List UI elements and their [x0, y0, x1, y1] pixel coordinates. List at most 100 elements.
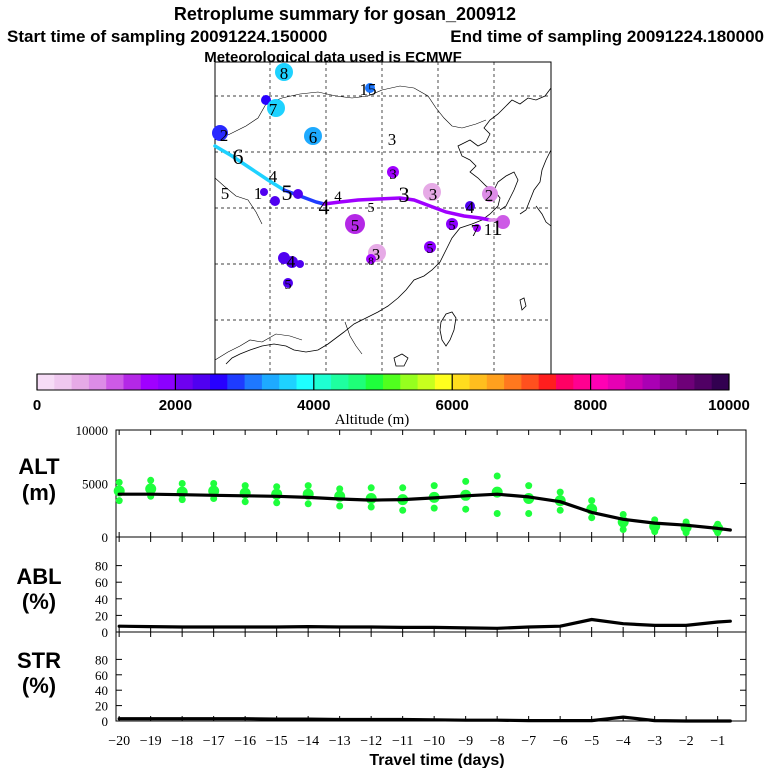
panel-yunit-abl: (%) [22, 589, 56, 614]
particle-dot [714, 520, 722, 528]
cluster-3-north: 3 [388, 130, 397, 149]
particle-dot [619, 511, 627, 518]
y-tick-label: 60 [95, 575, 108, 590]
svg-text:5: 5 [351, 216, 360, 235]
x-axis-tick-labels: −20 −19 −18 −17 −16 −15 −14 −13 −12 −11 −10 −9 −8 −7 −… [108, 734, 725, 749]
svg-text:2: 2 [485, 186, 494, 205]
x-tick-label: −16 [234, 734, 256, 749]
colorbar-cell [244, 374, 263, 390]
x-tick-label: −2 [679, 734, 694, 749]
y-tick-label: 40 [95, 592, 108, 607]
particle-dot [273, 483, 281, 491]
particle-dot [430, 482, 438, 490]
x-tick-label: −3 [647, 734, 662, 749]
start-time-label: Start time of sampling 20091224.150000 [7, 27, 327, 46]
cluster-5-mid: 5 [270, 180, 303, 206]
cluster-7-east: 7 [471, 221, 481, 240]
y-tick-label: 5000 [82, 477, 108, 492]
x-tick-label: −9 [458, 734, 473, 749]
cluster-1-mid: 1 [254, 184, 268, 203]
colorbar-cell [625, 374, 643, 390]
panel-frame [115, 631, 747, 722]
y-tick-label: 0 [102, 714, 109, 729]
particle-dot [115, 478, 123, 486]
colorbar-tick-label: 10000 [708, 397, 750, 414]
svg-text:4: 4 [269, 167, 278, 186]
colorbar-cell [590, 374, 609, 390]
cluster-4-small: 4 [334, 189, 342, 205]
particle-dot [367, 503, 375, 511]
particle-dot [588, 497, 596, 505]
svg-text:5: 5 [368, 201, 375, 216]
svg-text:5: 5 [285, 278, 292, 293]
plume-clusters: 8 7 6 15 3 2 6 5 4 1 5 4 4 3 3 3 2 5 5 5… [212, 63, 510, 293]
panel-ylabel-str: STR [17, 648, 61, 673]
y-tick-label: 20 [95, 608, 108, 623]
colorbar-ticks: 0 2000 4000 6000 8000 10000 [33, 374, 750, 414]
figure-title: Retroplume summary for gosan_200912 [174, 4, 516, 24]
cluster-6: 6 [304, 127, 322, 147]
svg-text:5: 5 [282, 180, 293, 205]
cluster-1-release: 1 [492, 215, 503, 240]
series-line-str [117, 715, 732, 723]
colorbar-cell [642, 374, 661, 390]
cluster-8-south: 8 [366, 254, 376, 268]
colorbar-cell [383, 374, 401, 390]
particle-dot [367, 484, 375, 492]
panel-ylabel-alt: ALT [18, 454, 60, 479]
trajectory-segment-cyan [213, 144, 286, 192]
particle-dot [430, 504, 438, 512]
colorbar-cell [400, 374, 419, 390]
colorbar-cell [54, 374, 73, 390]
svg-text:5: 5 [221, 184, 230, 203]
particle-dot [619, 526, 627, 533]
colorbar-cell [711, 374, 730, 390]
colorbar-cell [192, 374, 211, 390]
coastlines [225, 87, 552, 367]
x-tick-label: −7 [521, 734, 536, 749]
svg-text:6: 6 [309, 128, 318, 147]
x-tick-label: −20 [108, 734, 130, 749]
colorbar-cell [365, 374, 384, 390]
svg-text:8: 8 [368, 254, 374, 268]
mean-trajectory [213, 144, 502, 222]
svg-text:3: 3 [389, 167, 397, 183]
colorbar-cell [227, 374, 246, 390]
cluster-8: 8 [275, 63, 293, 83]
cluster-3-center: 3 [399, 182, 410, 207]
trajectory-segment-violet [322, 196, 492, 222]
colorbar-tick-label: 4000 [297, 397, 330, 414]
svg-text:4: 4 [466, 198, 475, 217]
particle-dot [271, 488, 283, 500]
svg-text:5: 5 [449, 219, 456, 234]
x-tick-label: −13 [329, 734, 351, 749]
cluster-2-pink: 2 [482, 186, 498, 205]
colorbar-cell [37, 374, 55, 390]
particle-dot [462, 477, 470, 485]
y-tick-label: 40 [95, 683, 108, 698]
particle-dot [210, 480, 218, 487]
colorbar-cell [607, 374, 626, 390]
alt-panel: 0 5000 10000 [76, 423, 747, 545]
x-tick-label: −12 [360, 734, 382, 749]
series-line-abl [117, 617, 732, 630]
colorbar-cell [88, 374, 107, 390]
particle-dot [493, 472, 501, 480]
colorbar-cell [175, 374, 194, 390]
colorbar-cell [452, 374, 470, 390]
particle-dot [241, 482, 249, 490]
cluster-1-east: 1 [484, 215, 510, 239]
colorbar-cell [556, 374, 574, 390]
cluster-4-mid: 4 [269, 167, 278, 186]
x-tick-label: −15 [266, 734, 288, 749]
particle-dot [147, 476, 155, 484]
x-tick-label: −17 [203, 734, 225, 749]
x-tick-label: −8 [490, 734, 505, 749]
colorbar-cell [261, 374, 280, 390]
map-panel: 8 7 6 15 3 2 6 5 4 1 5 4 4 3 3 3 2 5 5 5… [212, 61, 552, 375]
cluster-5-right: 5 [446, 218, 458, 234]
particle-dot [304, 500, 312, 508]
x-tick-label: −19 [140, 734, 162, 749]
